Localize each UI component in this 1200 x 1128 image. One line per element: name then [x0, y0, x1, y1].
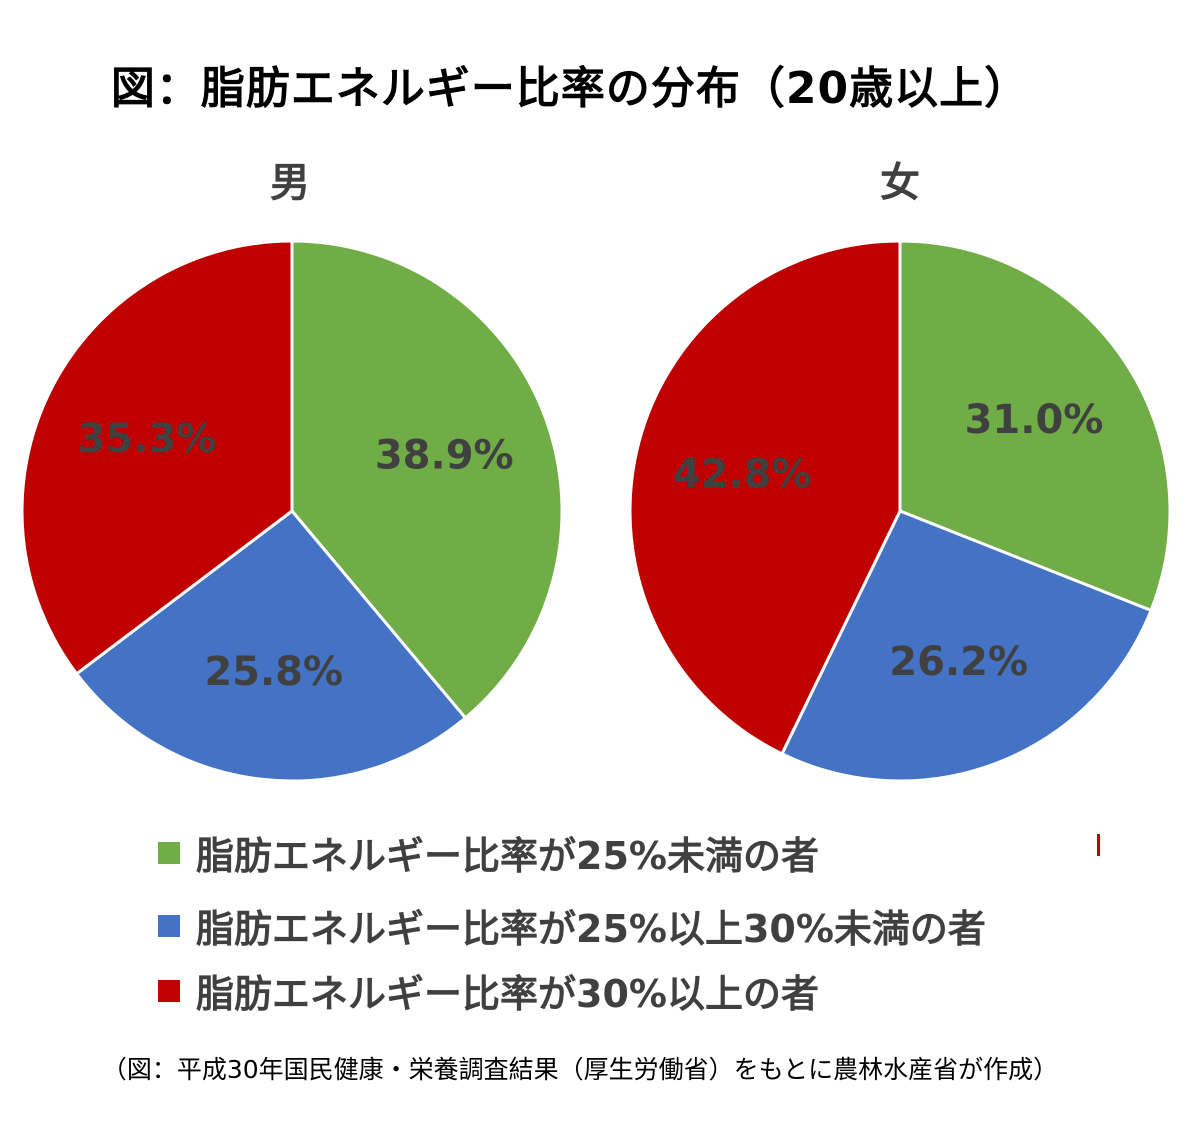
legend-swatch-green — [158, 841, 180, 864]
legend-swatch-red — [158, 979, 180, 1002]
legend-label-25-to-30: 脂肪エネルギー比率が25%以上30%未満の者 — [196, 907, 986, 951]
pie-slice-female-0 — [898, 239, 1172, 613]
pie-slice-male-2 — [20, 239, 294, 676]
pie-title-female: 女 — [880, 160, 920, 206]
legend-label-30-plus: 脂肪エネルギー比率が30%以上の者 — [196, 972, 819, 1016]
pie-slice-male-0 — [290, 239, 564, 721]
legend-item-under-25: 脂肪エネルギー比率が25%未満の者 — [158, 825, 819, 880]
data-label-female-0: 31.0% — [965, 397, 1104, 443]
data-label-male-1: 25.8% — [204, 649, 343, 695]
legend-swatch-blue — [158, 914, 180, 937]
pie-slice-female-2 — [628, 239, 902, 756]
legend-item-25-to-30: 脂肪エネルギー比率が25%以上30%未満の者 — [158, 898, 986, 953]
legend-label-under-25: 脂肪エネルギー比率が25%未満の者 — [196, 834, 819, 878]
data-label-male-0: 38.9% — [375, 433, 514, 479]
pie-female: 31.0% 26.2% 42.8% — [628, 239, 1172, 783]
decorative-red-mark — [1097, 834, 1100, 856]
chart-title: 図：脂肪エネルギー比率の分布（20歳以上） — [110, 63, 1030, 114]
data-label-female-1: 26.2% — [889, 639, 1028, 685]
data-label-female-2: 42.8% — [673, 452, 812, 498]
pie-slice-male-1 — [74, 508, 468, 783]
pie-slice-female-1 — [779, 509, 1153, 783]
legend-item-30-plus: 脂肪エネルギー比率が30%以上の者 — [158, 963, 819, 1018]
pie-male: 38.9% 25.8% 35.3% — [20, 239, 564, 783]
source-note: （図：平成30年国民健康・栄養調査結果（厚生労働省）をもとに農林水産省が作成） — [101, 1055, 1059, 1084]
data-label-male-2: 35.3% — [78, 416, 217, 462]
pie-title-male: 男 — [270, 160, 310, 206]
